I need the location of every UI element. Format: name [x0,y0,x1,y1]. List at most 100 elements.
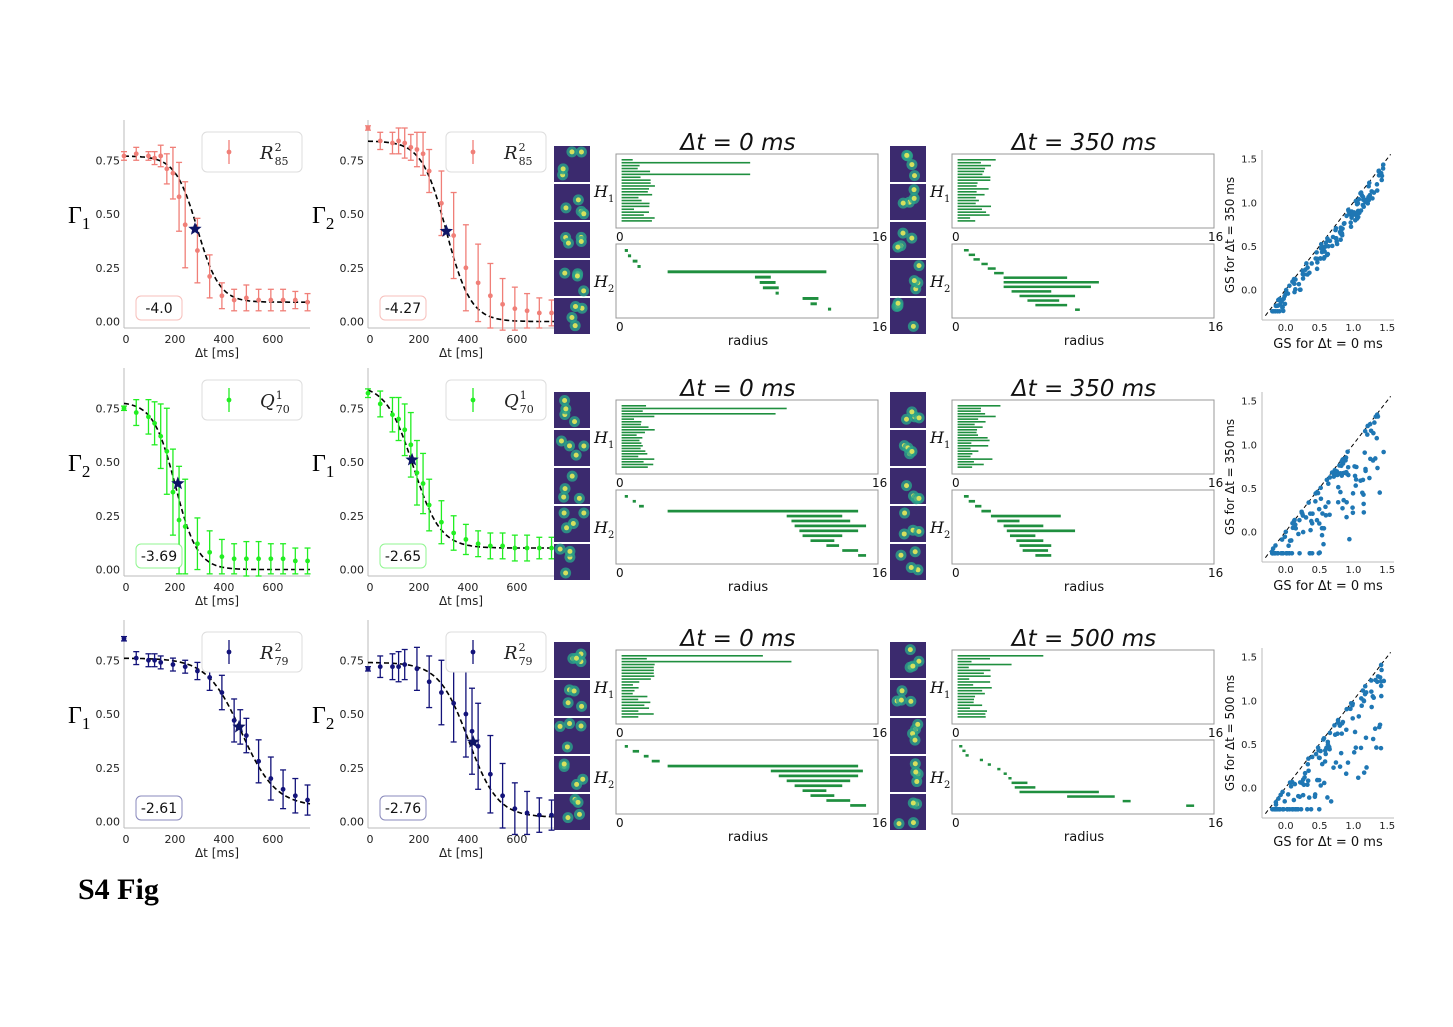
scatter-point [1293,287,1298,292]
barcode-bar [621,205,650,208]
y-tick-label: 0.00 [340,564,365,577]
barcode-bar [957,684,974,686]
barcode-bar [957,214,990,216]
h2-label: H2 [593,518,614,541]
scatter-point [1339,463,1344,469]
legend-box [201,131,303,173]
radius-label: radius [728,830,768,845]
barcode-h1-panel: H1 0 16 [929,399,1223,490]
barcode-bar [957,413,986,415]
barcode-frame [615,243,879,319]
x-tick-label: 1.0 [1345,821,1361,832]
data-point [439,690,444,695]
ratemap-peak [573,452,579,458]
ratemap-peak [575,799,581,805]
fit-curve [368,661,555,818]
scatter-point [1343,455,1349,460]
y-tick-label: 0.5 [1241,484,1257,495]
scatter-point [1338,225,1344,231]
legend-marker-dot [470,397,476,403]
scatter-point [1379,173,1385,179]
scatter-point [1276,796,1281,801]
barcode-frame [951,739,1215,815]
scatter-point [1283,529,1289,535]
scatter-point [1320,511,1325,516]
barcode-bar [621,701,651,704]
ratemap-peak [910,323,916,329]
h1-label: H1 [593,182,614,205]
y-tick-label: 0.5 [1241,242,1257,253]
barcode-bar [794,784,843,788]
scatter-point [1313,499,1318,504]
barcode-bar [957,199,979,202]
ratemap-peak [903,416,909,422]
scatter-point [1304,806,1310,812]
barcode-bar [1022,549,1049,552]
radius-tick-0: 0 [616,230,624,244]
ratemap-peak [898,552,904,558]
barcode-bar [639,504,644,508]
barcode-bar [957,418,979,420]
radius-tick-16: 16 [1208,476,1223,490]
data-point [243,556,249,562]
scatter-point [1322,748,1328,753]
ratemap-peak [915,567,921,573]
legend-box [445,131,547,173]
x-tick-label: 600 [262,333,283,346]
barcode-bar [621,684,633,686]
scatter-point [1381,449,1386,455]
scatter-point [1300,529,1306,535]
barcode-bar [621,188,649,190]
ratemap-peak [911,187,917,193]
slope-value: -3.69 [141,549,177,565]
scatter-point [1335,484,1341,490]
scatter-point [1293,526,1299,531]
barcode-bar [957,437,988,439]
dt-title-right: Δt = 500 ms [1010,626,1156,652]
scatter-point [1366,183,1371,189]
scatter-point [1352,729,1358,735]
scatter-point [1377,724,1382,730]
gs-scatter-plot: 0.0 0.0 0.5 0.5 1.0 1.0 1.5 1.5 GS for Δt = 0 ms… [1223,392,1395,594]
scatter-point [1329,243,1335,249]
data-point [408,144,414,150]
scatter-point [1307,550,1313,556]
scatter-point [1350,505,1355,510]
barcode-bar [957,678,970,680]
scatter-point [1287,283,1292,289]
barcode-bar [621,211,649,213]
scatter-point [1374,435,1380,441]
barcode-bar [1008,777,1012,780]
barcode-bar [621,179,651,181]
gamma-plot-r2l: 0.00 0.25 0.50 0.75 0 200 400 600 Δt [ms] Γ2 Q1 70 -… [68,368,311,608]
data-point [121,405,127,411]
scatter-point [1361,698,1367,704]
barcode-bar [621,450,646,452]
y-tick-label: 1.0 [1241,198,1257,209]
data-point [451,700,457,706]
ratemap-peak [563,406,569,412]
ratemap-thumbnails [890,392,926,580]
y-tick-label: 0.25 [96,762,121,775]
data-point [280,297,286,303]
data-point [219,690,225,695]
data-point [243,295,249,301]
scatter-point [1295,806,1301,812]
barcode-bar [621,167,638,170]
barcode-bar [621,170,651,173]
scatter-point [1353,198,1359,204]
ratemap-peak [562,270,568,276]
barcode-bar [621,202,650,205]
scatter-point [1378,683,1384,689]
y-tick-label: 0.75 [96,154,121,167]
scatter-point [1305,761,1311,767]
barcode-bar [957,415,996,418]
y-tick-label: 0.75 [96,402,121,415]
data-point [377,401,383,407]
ratemap-peak [911,195,917,201]
barcode-bar [621,466,648,468]
barcode-frame [951,399,1215,475]
dt-title-left: Δt = 0 ms [679,376,796,402]
barcode-bar [621,173,751,176]
midpoint-star [466,735,480,748]
